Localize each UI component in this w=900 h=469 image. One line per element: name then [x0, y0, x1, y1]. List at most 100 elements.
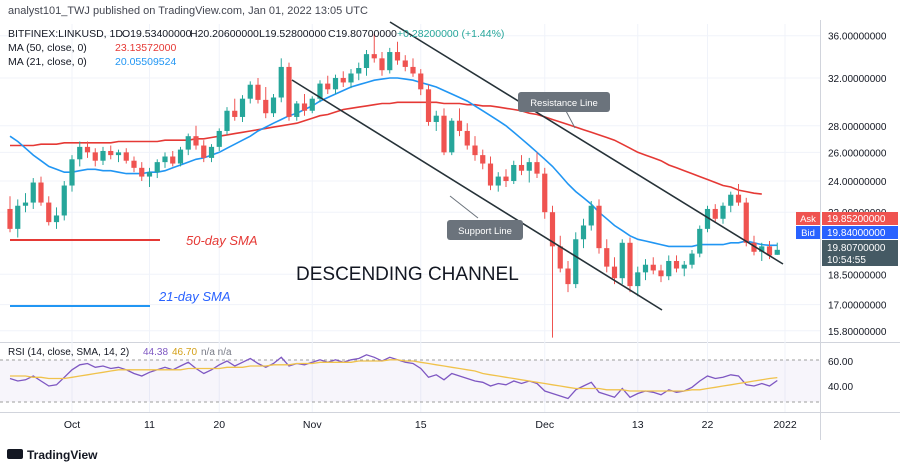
price-tick-label: 24.00000000: [828, 177, 887, 188]
close-value: C19.80700000: [328, 28, 397, 40]
candle-body: [162, 156, 168, 163]
ask-value: 19.85200000: [827, 214, 886, 225]
candle-body: [689, 253, 695, 265]
axes: 36.00000000 32.00000000 28.00000000 26.0000…: [64, 32, 887, 431]
candle-body: [433, 115, 439, 122]
candle-body: [278, 66, 284, 98]
candle-body: [596, 205, 602, 249]
candle-body: [325, 83, 331, 90]
candle-body: [146, 172, 153, 177]
rsi-legend-label[interactable]: RSI (14, close, SMA, 14, 2): [8, 347, 129, 358]
candle-body: [115, 152, 122, 156]
candle-body: [441, 115, 447, 153]
candle-body: [658, 270, 664, 277]
price-tick-label: 17.00000000: [828, 301, 887, 312]
resistance-callout[interactable]: [518, 92, 610, 112]
candle-body: [774, 249, 780, 255]
price-tick-label: 15.80000000: [828, 327, 887, 338]
symbol-label[interactable]: BITFINEX:LINKUSD, 1D: [8, 28, 123, 40]
bar-countdown: 10:54:55: [827, 255, 866, 266]
candle-body: [565, 268, 571, 285]
candle-body: [751, 242, 757, 252]
candle-body: [69, 159, 75, 186]
resistance-callout-text: Resistance Line: [530, 98, 598, 109]
support-trendline[interactable]: [291, 79, 663, 311]
candle-body: [759, 246, 765, 252]
candle-body: [255, 84, 261, 100]
time-tick-label: Oct: [64, 419, 80, 431]
candle-body: [30, 182, 36, 203]
candle-body: [402, 60, 408, 67]
candle-body: [449, 120, 455, 153]
published-header: analyst101_TWJ published on TradingView.…: [8, 5, 368, 17]
candle-body: [340, 77, 346, 83]
candle-body: [201, 145, 207, 158]
sma50-annotation: 50-day SMA: [186, 233, 258, 248]
rsi-ma-series: [10, 359, 778, 392]
change-value: +0.28200000 (+1.44%): [397, 28, 504, 40]
candle-body: [139, 167, 145, 177]
candle-body: [224, 110, 230, 131]
candle-body: [542, 173, 548, 213]
candle-body: [619, 242, 625, 279]
candle-body: [100, 150, 106, 161]
logo-text: TradingView: [27, 448, 98, 462]
candle-body: [216, 130, 222, 147]
resistance-trendline[interactable]: [389, 21, 784, 265]
candle-body: [286, 66, 292, 117]
bid-label: Bid: [801, 228, 815, 239]
high-value: H20.20600000: [190, 28, 259, 40]
bid-tag: [822, 226, 898, 239]
logo-icon: [7, 449, 23, 459]
candle-body: [332, 77, 339, 90]
candle-body: [294, 103, 300, 117]
candle-body: [487, 163, 494, 186]
candle-body: [208, 146, 215, 158]
candle-body: [371, 54, 377, 59]
tradingview-logo[interactable]: TradingView: [7, 448, 98, 462]
candle-body: [627, 242, 633, 287]
support-callout-text: Support Line: [458, 226, 512, 237]
rsi-tick-label: 40.00: [828, 382, 853, 393]
candle-body: [170, 156, 176, 164]
candle-body: [46, 202, 52, 223]
candle-body: [193, 136, 199, 146]
ma21-line: [9, 77, 778, 248]
sma21-annotation: 21-day SMA: [158, 289, 231, 304]
candle-body: [588, 205, 594, 226]
rsi-tick-label: 60.00: [828, 357, 853, 368]
time-tick-label: 2022: [773, 419, 797, 431]
ma21-legend-label[interactable]: MA (21, close, 0): [8, 56, 87, 68]
candle-body: [247, 84, 253, 99]
ask-tag: [822, 212, 898, 225]
candle-body: [573, 239, 579, 285]
candles: [7, 33, 780, 338]
candle-body: [84, 146, 91, 153]
candle-body: [239, 98, 246, 117]
ma50-line: [10, 101, 762, 195]
candle-body: [53, 215, 60, 223]
candle-body: [22, 202, 29, 206]
candle-body: [410, 66, 416, 74]
last-price-value: 19.80700000: [827, 243, 886, 254]
candle-body: [704, 208, 711, 229]
candle-body: [394, 52, 401, 61]
price-tick-label: 26.00000000: [828, 148, 887, 159]
candle-body: [177, 149, 184, 164]
time-tick-label: Dec: [535, 419, 554, 431]
candle-body: [611, 266, 618, 279]
ask-tag-label: [796, 212, 820, 225]
candle-body: [495, 176, 501, 186]
support-callout[interactable]: [447, 220, 523, 240]
ma50-legend-label[interactable]: MA (50, close, 0): [8, 42, 87, 54]
candle-body: [263, 99, 269, 114]
time-tick-label: 22: [702, 419, 714, 431]
candle-body: [511, 164, 517, 182]
bid-value: 19.84000000: [827, 228, 886, 239]
candle-body: [503, 176, 509, 182]
candle-body: [472, 145, 478, 156]
descending-channel-annotation: DESCENDING CHANNEL: [296, 264, 519, 285]
rsi-band: [0, 360, 820, 402]
candle-body: [425, 89, 432, 122]
